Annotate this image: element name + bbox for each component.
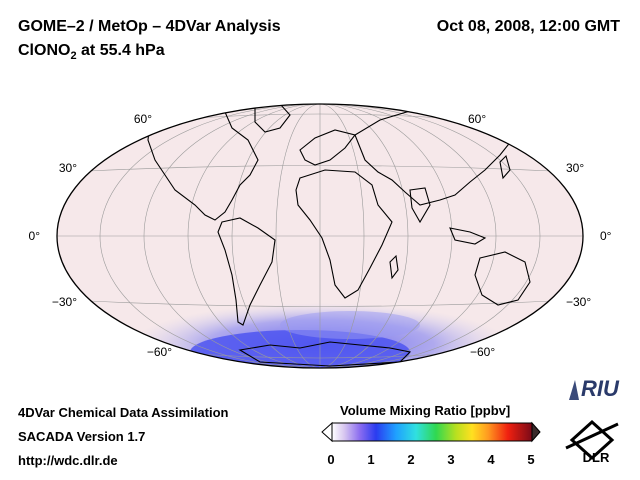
map-title: GOME–2 / MetOp – 4DVar Analysis [18, 18, 281, 35]
map-datetime: Oct 08, 2008, 12:00 GMT [436, 18, 620, 35]
graticule [57, 104, 583, 368]
colorbar-tick: 1 [367, 452, 375, 467]
colorbar [321, 421, 541, 443]
lat-label-right: 0° [600, 229, 612, 243]
footer-line-1: 4DVar Chemical Data Assimilation [18, 405, 229, 420]
colorbar-min-arrow [321, 421, 333, 443]
footer-link[interactable]: http://wdc.dlr.de [18, 453, 118, 468]
map-subtitle: ClONO2 at 55.4 hPa [18, 42, 165, 63]
colorbar-title: Volume Mixing Ratio [ppbv] [340, 403, 511, 418]
colorbar-tick: 5 [527, 452, 535, 467]
lat-label-right: −60° [470, 345, 495, 359]
lat-label-left: 0° [29, 229, 41, 243]
colorbar-tick: 3 [447, 452, 455, 467]
lat-label-left: 60° [134, 112, 152, 126]
colorbar-tick: 2 [407, 452, 415, 467]
svg-text:DLR: DLR [583, 450, 610, 465]
footer-line-2: SACADA Version 1.7 [18, 429, 146, 444]
lat-label-left: −30° [52, 295, 77, 309]
map-outline [56, 103, 584, 369]
colorbar-tick: 0 [327, 452, 335, 467]
lat-label-right: 60° [468, 112, 486, 126]
lat-label-left: −60° [147, 345, 172, 359]
colorbar-max-arrow [531, 421, 541, 443]
lat-label-right: 30° [566, 161, 584, 175]
svg-text:RIU: RIU [581, 376, 620, 401]
lat-label-left: 30° [59, 161, 77, 175]
dlr-logo: DLR [565, 419, 619, 465]
riu-logo: RIU [569, 376, 620, 401]
lat-label-right: −30° [566, 295, 591, 309]
colorbar-tick: 4 [487, 452, 495, 467]
